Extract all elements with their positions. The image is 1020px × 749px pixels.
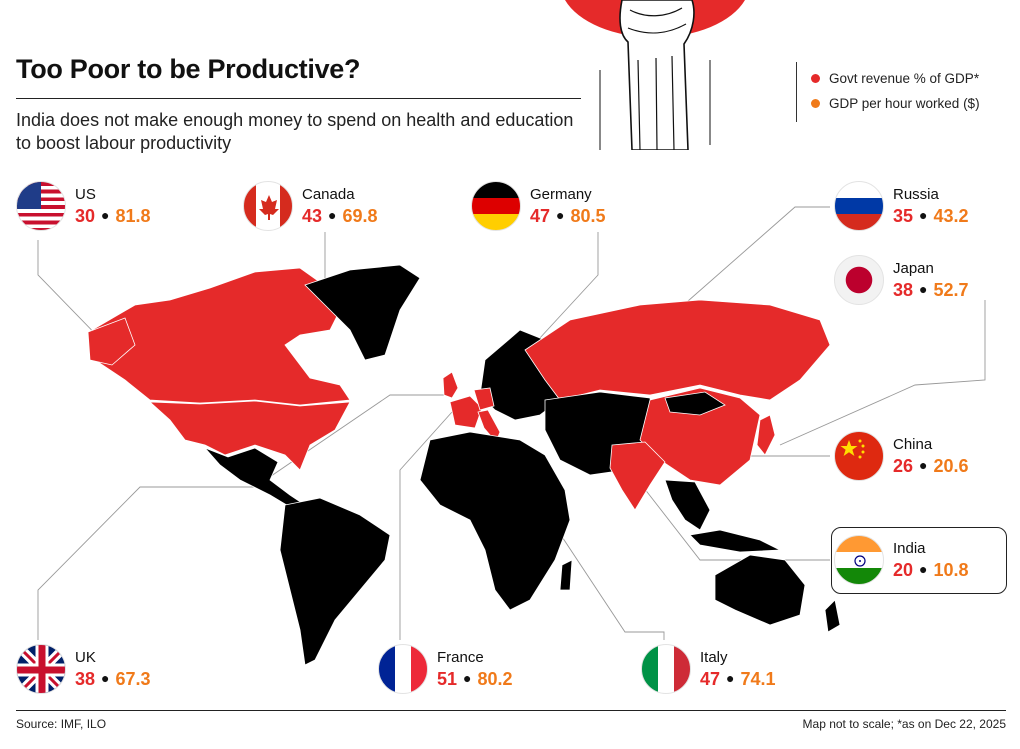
mongolia-shape — [664, 391, 726, 416]
india-shape — [609, 441, 666, 511]
germany-flag-icon — [471, 181, 521, 231]
gdp-per-hour-value: 69.8 — [342, 205, 378, 226]
callout-japan: Japan 38 ● 52.7 — [834, 255, 969, 305]
footer-divider — [16, 710, 1006, 711]
alaska-shape — [87, 317, 136, 366]
russia-flag-icon — [834, 181, 884, 231]
gdp-per-hour-value: 74.1 — [740, 668, 776, 689]
world-map — [37, 206, 986, 666]
china-flag-icon — [834, 431, 884, 481]
gdp-per-hour-value: 80.5 — [570, 205, 606, 226]
gdp-per-hour-value: 81.8 — [115, 205, 151, 226]
italy-flag-icon — [641, 644, 691, 694]
gdp-per-hour-value: 20.6 — [933, 455, 969, 476]
canada-shape — [91, 267, 351, 406]
country-name: US — [75, 185, 96, 203]
germany-shape — [473, 387, 495, 411]
south-america-shape — [279, 497, 391, 666]
legend-item-gdp-per-hour: GDP per hour worked ($) — [811, 91, 980, 116]
leader-line-germany — [514, 232, 599, 366]
leader-line-france — [399, 411, 453, 640]
us-shape — [148, 400, 351, 471]
france-shape — [449, 395, 483, 429]
govt-revenue-value: 43 — [302, 205, 323, 226]
legend-label: Govt revenue % of GDP* — [829, 71, 980, 86]
callout-china: China 26 ● 20.6 — [834, 431, 969, 481]
india-flag-icon — [834, 535, 884, 585]
country-name: UK — [75, 648, 96, 666]
leader-line-russia — [654, 206, 830, 331]
leader-line-india — [629, 469, 830, 561]
new-zealand-shape — [824, 599, 841, 633]
uk-shape — [442, 371, 459, 399]
govt-revenue-value: 26 — [893, 455, 914, 476]
indonesia-shape — [689, 529, 782, 553]
legend-label: GDP per hour worked ($) — [829, 96, 980, 111]
legend-item-govt-revenue: Govt revenue % of GDP* — [811, 66, 980, 91]
leader-line-japan — [779, 300, 986, 446]
scale-note: Map not to scale; *as on Dec 22, 2025 — [802, 717, 1006, 731]
title-divider — [16, 98, 581, 99]
gdp-per-hour-value: 80.2 — [477, 668, 513, 689]
country-name: Russia — [893, 185, 939, 203]
govt-revenue-value: 38 — [75, 668, 96, 689]
country-name: France — [437, 648, 484, 666]
mexico-shape — [204, 447, 306, 511]
callout-uk: UK 38 ● 67.3 — [16, 644, 151, 694]
southeast-asia-shape — [664, 479, 711, 531]
callout-india: India 20 ● 10.8 — [834, 535, 969, 585]
gdp-per-hour-value: 43.2 — [933, 205, 969, 226]
callout-canada: Canada 43 ● 69.8 — [243, 181, 378, 231]
callout-italy: Italy 47 ● 74.1 — [641, 644, 776, 694]
japan-shape — [756, 414, 776, 456]
legend-dot-orange — [811, 99, 820, 108]
russia-shape — [524, 299, 831, 401]
govt-revenue-value: 51 — [437, 668, 458, 689]
callout-france: France 51 ● 80.2 — [378, 644, 513, 694]
govt-revenue-value: 38 — [893, 279, 914, 300]
country-name: Canada — [302, 185, 355, 203]
legend: Govt revenue % of GDP* GDP per hour work… — [796, 62, 980, 122]
us-flag-icon — [16, 181, 66, 231]
country-name: Italy — [700, 648, 728, 666]
india-highlight-box — [831, 527, 1007, 594]
govt-revenue-value: 47 — [700, 668, 721, 689]
greenland-shape — [304, 264, 421, 361]
legend-dot-red — [811, 74, 820, 83]
country-name: India — [893, 539, 926, 557]
leader-line-uk — [37, 394, 445, 640]
country-name: China — [893, 435, 933, 453]
gdp-per-hour-value: 67.3 — [115, 668, 151, 689]
gdp-per-hour-value: 52.7 — [933, 279, 969, 300]
govt-revenue-value: 30 — [75, 205, 96, 226]
australia-shape — [714, 554, 806, 626]
uk-flag-icon — [16, 644, 66, 694]
callout-russia: Russia 35 ● 43.2 — [834, 181, 969, 231]
govt-revenue-value: 35 — [893, 205, 914, 226]
callout-us: US 30 ● 81.8 — [16, 181, 151, 231]
madagascar-shape — [559, 559, 573, 591]
country-shapes — [87, 264, 841, 666]
page-subtitle: India does not make enough money to spen… — [16, 110, 574, 153]
govt-revenue-value: 47 — [530, 205, 551, 226]
africa-shape — [419, 431, 571, 611]
fist-side-lines — [599, 60, 711, 150]
canada-flag-icon — [243, 181, 293, 231]
france-flag-icon — [378, 644, 428, 694]
source-note: Source: IMF, ILO — [16, 717, 107, 731]
fist-arm-icon — [619, 0, 695, 150]
gdp-per-hour-value: 10.8 — [933, 559, 969, 580]
govt-revenue-value: 20 — [893, 559, 914, 580]
japan-flag-icon — [834, 255, 884, 305]
raised-fist-illustration — [565, 0, 745, 150]
fist-hatching — [627, 7, 687, 150]
country-name: Japan — [893, 259, 934, 277]
callout-germany: Germany 47 ● 80.5 — [471, 181, 606, 231]
country-name: Germany — [530, 185, 592, 203]
page-title: Too Poor to be Productive? — [16, 54, 361, 84]
